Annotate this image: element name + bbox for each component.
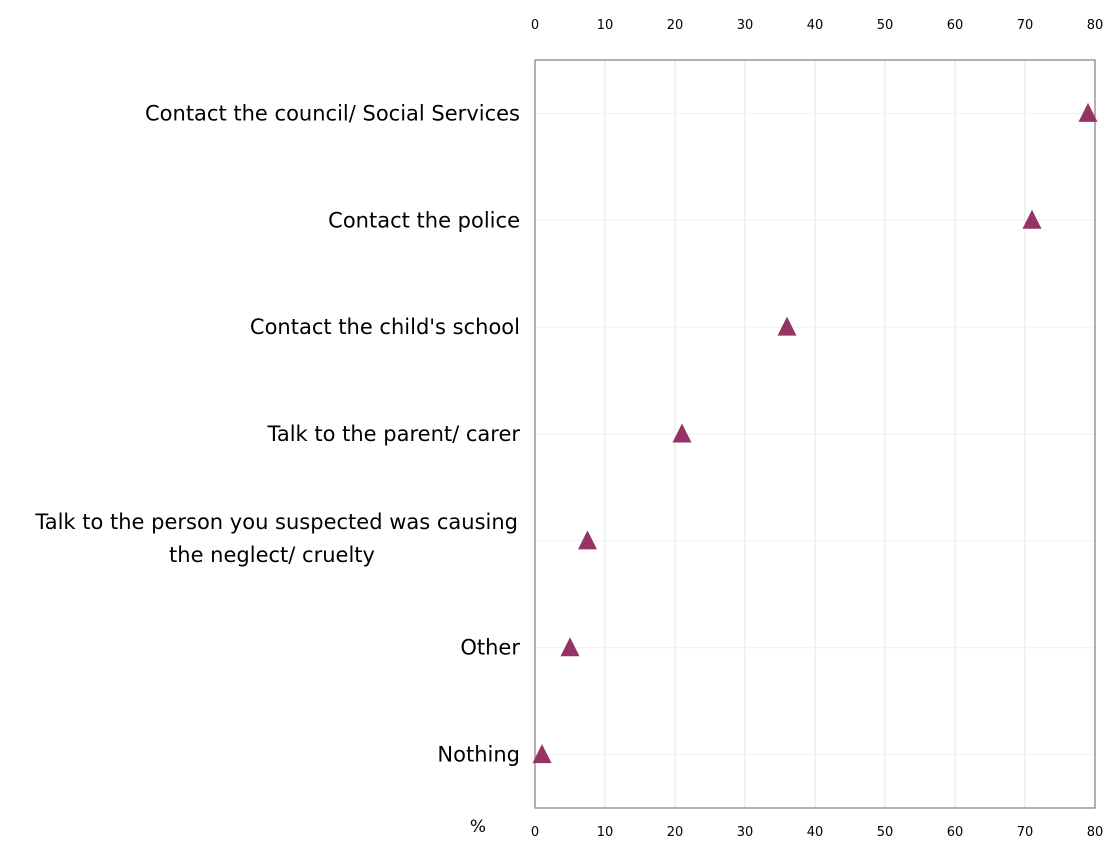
x-axis-top-ticks: 0 10 20 30 40 50 60 70 80 xyxy=(531,18,1103,33)
x-tick-label-bottom: 80 xyxy=(1087,825,1104,840)
category-label: Contact the council/ Social Services xyxy=(145,101,520,125)
x-tick-label-top: 70 xyxy=(1017,18,1034,33)
data-markers xyxy=(532,102,1098,764)
data-point-triangle xyxy=(532,744,552,764)
data-point-triangle xyxy=(560,637,580,657)
x-tick-label-top: 40 xyxy=(807,18,824,33)
gridlines xyxy=(535,60,1095,808)
data-point-triangle xyxy=(672,423,692,443)
category-label: Nothing xyxy=(437,743,520,767)
plot-frame xyxy=(534,59,1096,809)
x-tick-label-bottom: 30 xyxy=(737,825,754,840)
category-label: Contact the police xyxy=(328,208,520,232)
x-tick-label-bottom: 0 xyxy=(531,825,539,840)
x-axis-unit-label: % xyxy=(470,817,486,837)
category-label: Other xyxy=(460,636,520,660)
category-labels: Contact the council/ Social Services Cont… xyxy=(34,101,520,766)
data-point-triangle xyxy=(777,316,797,336)
category-label: the neglect/ cruelty xyxy=(169,543,375,567)
x-tick-label-bottom: 40 xyxy=(807,825,824,840)
x-tick-label-top: 60 xyxy=(947,18,964,33)
x-tick-label-top: 20 xyxy=(667,18,684,33)
category-label: Talk to the person you suspected was cau… xyxy=(34,510,518,534)
x-tick-label-top: 50 xyxy=(877,18,894,33)
data-point-triangle xyxy=(578,530,597,550)
data-point-triangle xyxy=(1022,209,1042,229)
x-tick-label-bottom: 50 xyxy=(877,825,894,840)
x-tick-label-top: 80 xyxy=(1087,18,1104,33)
x-tick-label-top: 0 xyxy=(531,18,539,33)
x-tick-label-bottom: 10 xyxy=(597,825,614,840)
x-tick-label-top: 10 xyxy=(597,18,614,33)
axes xyxy=(534,59,1096,809)
category-label: Contact the child's school xyxy=(250,315,520,339)
x-axis-bottom-ticks: 0 10 20 30 40 50 60 70 80 xyxy=(531,825,1103,840)
category-label: Talk to the parent/ carer xyxy=(266,422,520,446)
x-tick-label-bottom: 60 xyxy=(947,825,964,840)
x-tick-label-bottom: 70 xyxy=(1017,825,1034,840)
x-tick-label-top: 30 xyxy=(737,18,754,33)
data-point-triangle xyxy=(1078,102,1098,122)
x-tick-label-bottom: 20 xyxy=(667,825,684,840)
